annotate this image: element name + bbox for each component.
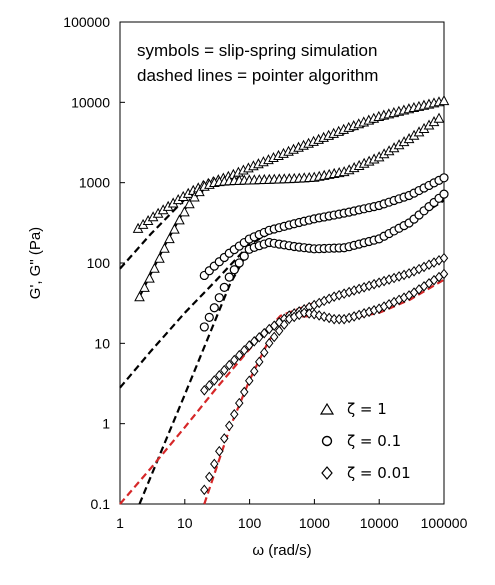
data-point-diamond xyxy=(240,386,249,398)
data-point-diamond xyxy=(299,307,309,319)
data-point-diamond xyxy=(215,370,224,381)
data-point-diamond xyxy=(235,397,244,409)
symbol-markers xyxy=(132,95,450,496)
data-point-triangle xyxy=(154,252,165,263)
legend-label-zeta-0-01: ζ = 0.01 xyxy=(347,464,411,482)
data-point-triangle xyxy=(179,206,190,217)
legend-label-zeta-0-1: ζ = 0.1 xyxy=(347,432,401,450)
data-point-diamond xyxy=(264,337,274,349)
data-point-triangle xyxy=(164,233,175,244)
x-tick-label: 1000 xyxy=(299,515,330,531)
y-tick-label: 1 xyxy=(102,416,110,432)
data-point-diamond xyxy=(230,354,239,366)
data-point-diamond xyxy=(254,331,264,343)
axis-ticks: 1 10 100 1000 10000 100000 0.1 1 10 100 1000 10000 1… xyxy=(63,14,467,531)
data-point-diamond xyxy=(210,375,219,386)
data-point-triangle xyxy=(144,272,155,283)
data-point-diamond xyxy=(215,445,224,457)
data-point-diamond xyxy=(205,471,214,483)
data-point-triangle xyxy=(438,95,450,106)
data-point-diamond xyxy=(210,458,219,470)
annotation-line-1: symbols = slip-spring simulation xyxy=(137,41,377,60)
data-point-circle xyxy=(224,272,234,282)
x-axis-title: ω (rad/s) xyxy=(252,542,311,559)
y-tick-label: 10 xyxy=(94,335,110,351)
data-point-diamond xyxy=(304,308,314,319)
y-tick-label: 10000 xyxy=(71,94,110,110)
data-point-circle xyxy=(219,282,229,292)
legend-label-zeta-1: ζ = 1 xyxy=(347,400,387,418)
legend-circle-icon xyxy=(321,435,333,447)
data-point-diamond xyxy=(235,349,244,361)
data-point-diamond xyxy=(259,347,269,358)
data-point-diamond xyxy=(205,380,214,391)
data-point-triangle xyxy=(174,214,185,225)
data-point-circle xyxy=(199,322,209,332)
data-point-triangle xyxy=(134,291,145,302)
data-point-triangle xyxy=(139,281,150,292)
legend-diamond-icon xyxy=(321,466,333,480)
data-point-circle xyxy=(204,312,214,322)
data-point-diamond xyxy=(324,312,334,324)
data-point-circle xyxy=(439,189,449,199)
data-point-diamond xyxy=(245,340,254,351)
data-point-diamond xyxy=(439,268,449,280)
data-point-diamond xyxy=(259,327,269,339)
data-point-circle xyxy=(234,258,244,268)
data-point-diamond xyxy=(250,365,259,377)
data-point-diamond xyxy=(245,375,254,387)
data-point-triangle xyxy=(159,242,170,253)
data-point-triangle xyxy=(184,198,195,209)
dashed-line-zeta-0-1-loss xyxy=(119,178,445,389)
data-point-diamond xyxy=(254,356,264,368)
data-point-circle xyxy=(439,173,449,183)
data-point-diamond xyxy=(220,433,229,444)
data-point-circle xyxy=(209,303,219,313)
annotation-line-2: dashed lines = pointer algorithm xyxy=(137,66,378,85)
x-tick-label: 1 xyxy=(116,515,124,531)
x-tick-label: 10 xyxy=(177,515,193,531)
data-point-diamond xyxy=(230,409,239,420)
data-point-diamond xyxy=(220,364,229,376)
data-point-diamond xyxy=(269,331,279,343)
legend: ζ = 1 ζ = 0.1 ζ = 0.01 xyxy=(319,400,411,482)
data-point-triangle xyxy=(169,223,180,234)
data-point-diamond xyxy=(225,420,234,432)
data-point-diamond xyxy=(279,319,289,330)
x-tick-label: 10000 xyxy=(360,515,399,531)
y-tick-label: 100 xyxy=(87,255,111,271)
data-point-diamond xyxy=(240,345,249,356)
legend-triangle-icon xyxy=(319,402,335,415)
data-point-diamond xyxy=(225,359,234,371)
y-axis-title: G', G" (Pa) xyxy=(27,227,44,299)
data-point-diamond xyxy=(200,484,209,496)
data-point-triangle xyxy=(433,112,445,123)
data-point-triangle xyxy=(189,191,200,202)
y-tick-label: 0.1 xyxy=(91,496,111,512)
x-tick-label: 100000 xyxy=(421,515,468,531)
data-point-diamond xyxy=(250,336,259,347)
data-point-circle xyxy=(214,293,224,303)
data-point-diamond xyxy=(200,385,209,396)
data-point-triangle xyxy=(149,262,160,273)
data-point-diamond xyxy=(439,252,449,264)
y-tick-label: 100000 xyxy=(63,14,110,30)
data-point-circle xyxy=(229,265,239,275)
data-point-diamond xyxy=(274,325,284,337)
data-point-triangle xyxy=(194,186,205,197)
data-point-circle xyxy=(239,251,249,261)
x-tick-label: 100 xyxy=(238,515,262,531)
y-tick-label: 1000 xyxy=(79,175,110,191)
